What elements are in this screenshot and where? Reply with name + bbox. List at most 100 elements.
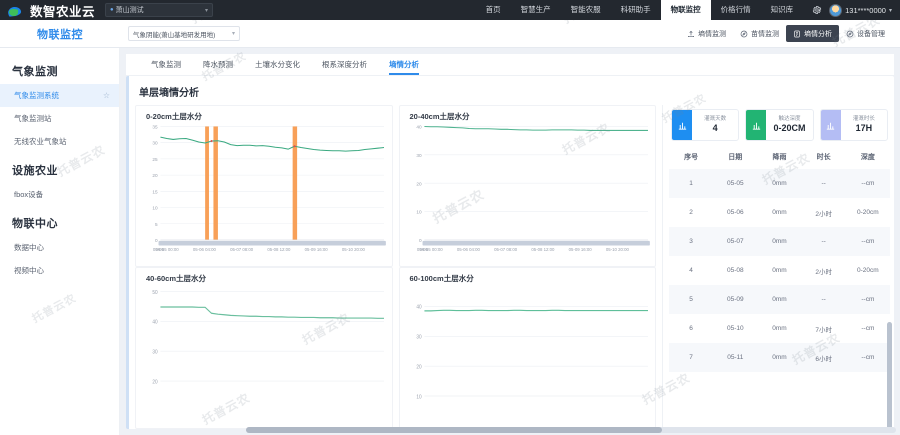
star-icon[interactable]: ☆ (102, 91, 110, 100)
stat-card-value: 0-20CM (773, 122, 806, 133)
sidebar-item-0-2[interactable]: 无线农业气象站 (0, 130, 119, 153)
charts-column: 0-20cm土层水分 0 5 10 15 20 25 30 35 05-05 00:00 05-0… (135, 105, 656, 429)
irrigation-summary-column: 灌溉天数 4 触达深度 0-20CM 灌溉时长 17H 序号 日期 降雨 时长 深度 1 05-05… (662, 105, 892, 432)
svg-text:05-09 16:00: 05-09 16:00 (568, 247, 592, 252)
user-menu[interactable]: 131****0000 ▾ (827, 3, 900, 17)
table-cell-日期: 05-08 (726, 267, 744, 274)
svg-text:05-10 20:00: 05-10 20:00 (342, 247, 366, 252)
toolbar-button-2[interactable]: 墒情分析 (786, 25, 839, 42)
top-nav-item-1[interactable]: 智慧生产 (520, 5, 551, 14)
table-column-header-0: 序号 (684, 154, 699, 161)
svg-text:5: 5 (155, 222, 158, 227)
chart-canvas: 20 30 40 50 (152, 290, 384, 386)
toolbar-button-label: 墒情分析 (804, 30, 832, 38)
tab-0[interactable]: 气象监测 (151, 60, 181, 69)
top-nav-item-0[interactable]: 首页 (485, 5, 501, 14)
top-nav-items: 首页 智慧生产 智能农服 科研助手 物联监控 价格行情 知识库 (476, 0, 804, 20)
stat-cards: 灌溉天数 4 触达深度 0-20CM 灌溉时长 17H (669, 105, 890, 147)
table-row[interactable]: 3 05-07 0mm -- --cm (669, 227, 890, 256)
stat-card-value: 17H (855, 122, 873, 133)
vertical-scrollbar[interactable] (887, 322, 892, 432)
brand: 数智农业云 (0, 1, 95, 20)
tab-1[interactable]: 降水预测 (203, 60, 233, 69)
chart-0-20cm[interactable]: 0-20cm土层水分 0 5 10 15 20 25 30 35 05-05 00:00 05-0… (135, 105, 393, 267)
chart-canvas: 10 20 30 40 (416, 305, 648, 400)
top-nav-item-2[interactable]: 智能农服 (570, 5, 601, 14)
station-select[interactable]: 气象阴能(萧山基地研发用地) ▾ (128, 26, 240, 41)
table-cell-深度: 0-20cm (857, 267, 879, 274)
chart-20-40cm[interactable]: 20-40cm土层水分 0 10 20 30 40 05-05 00:00 05-06 04… (398, 105, 656, 267)
panel-title: 单层墒情分析 (139, 88, 199, 99)
toolbar-button-3[interactable]: 设备管理 (839, 25, 892, 42)
gear-icon[interactable] (807, 0, 827, 20)
table-row[interactable]: 5 05-09 0mm -- --cm (669, 285, 890, 314)
top-nav-item-6[interactable]: 知识库 (770, 5, 794, 14)
sidebar-item-0-0[interactable]: 气象监测系统 ☆ (0, 84, 119, 107)
table-row[interactable]: 1 05-05 0mm -- --cm (669, 169, 890, 198)
table-cell-深度: 0-20cm (857, 209, 879, 216)
table-cell-降雨: 0mm (757, 285, 802, 314)
svg-text:05-10 20:00: 05-10 20:00 (605, 247, 629, 252)
table-cell-时长: -- (801, 285, 846, 314)
svg-text:10: 10 (416, 394, 421, 400)
table-row[interactable]: 2 05-06 0mm 2小时 0-20cm (669, 198, 890, 227)
toolbar-button-1[interactable]: 苗情监测 (733, 25, 786, 42)
horizontal-page-scrollbar[interactable] (246, 427, 896, 433)
chart-row-top: 0-20cm土层水分 0 5 10 15 20 25 30 35 05-05 00:00 05-0… (135, 105, 656, 267)
table-cell-时长: 2小时 (815, 210, 832, 218)
table-cell-时长: 6小时 (801, 343, 846, 372)
chart-60-100cm[interactable]: 60-100cm土层水分 10 20 30 40 (398, 267, 656, 429)
table-cell-序号: 3 (669, 227, 714, 256)
location-pin-icon: ● (110, 7, 114, 13)
chevron-down-icon: ▾ (205, 7, 209, 14)
sidebar-item-0-1[interactable]: 气象监测站 (0, 107, 119, 130)
svg-text:20: 20 (416, 181, 422, 186)
table-column-header-4: 深度 (860, 154, 875, 161)
svg-text:30: 30 (152, 141, 158, 146)
table-column-header-3: 时长 (816, 154, 831, 161)
svg-text:05-07 08:00: 05-07 08:00 (230, 247, 254, 252)
table-cell-降雨: 0mm (772, 209, 787, 216)
svg-text:05-06 04:00: 05-06 04:00 (456, 247, 480, 252)
page-title: 物联监控 (37, 28, 83, 41)
sidebar-item-2-1[interactable]: 视频中心 (0, 259, 119, 282)
table-cell-日期: 05-07 (713, 227, 758, 256)
table-cell-序号: 2 (689, 209, 693, 216)
tab-3[interactable]: 根系深度分析 (322, 60, 367, 69)
table-cell-序号: 6 (689, 325, 693, 332)
sidebar-item-label: 气象监测站 (14, 114, 52, 123)
tab-active-underline (389, 73, 419, 75)
toolbar-button-0[interactable]: 墒情监测 (680, 25, 733, 42)
table-cell-降雨: 0mm (757, 227, 802, 256)
table-cell-日期: 05-06 (726, 209, 744, 216)
top-nav-item-3[interactable]: 科研助手 (620, 5, 651, 14)
module-bar: 物联监控 气象阴能(萧山基地研发用地) ▾ 墒情监测 苗情监测 墒情分析 设备管理 (0, 20, 900, 48)
svg-text:05-07 08:00: 05-07 08:00 (494, 247, 518, 252)
stat-card-0: 灌溉天数 4 (671, 109, 740, 141)
table-header-row: 序号 日期 降雨 时长 深度 (669, 147, 890, 169)
sidebar-item-2-0[interactable]: 数据中心 (0, 236, 119, 259)
history-table: 序号 日期 降雨 时长 深度 1 05-05 0mm -- --cm 2 05-06 0mm 2小时 0-… (669, 147, 890, 372)
tab-4[interactable]: 墒情分析 (378, 59, 430, 75)
site-select[interactable]: ● 萧山测试 ▾ (105, 3, 214, 17)
table-row[interactable]: 4 05-08 0mm 2小时 0-20cm (669, 256, 890, 285)
table-row[interactable]: 6 05-10 0mm 7小时 --cm (669, 314, 890, 343)
avatar (829, 3, 843, 17)
analysis-panel: 单层墒情分析 0-20cm土层水分 0 5 10 15 20 25 30 35 05-05 00… (126, 76, 894, 432)
chart-40-60cm[interactable]: 40-60cm土层水分 20 30 40 50 (135, 267, 393, 429)
svg-text:0: 0 (418, 238, 421, 243)
top-nav-item-4[interactable]: 物联监控 (660, 0, 711, 20)
top-nav-item-5[interactable]: 价格行情 (720, 5, 751, 14)
svg-text:20: 20 (152, 379, 157, 385)
bar-chart-icon (672, 110, 692, 140)
table-cell-深度: --cm (845, 285, 890, 314)
sidebar-item-label: 数据中心 (14, 243, 44, 252)
table-row[interactable]: 7 05-11 0mm 6小时 --cm (669, 343, 890, 372)
table-cell-序号: 4 (689, 267, 693, 274)
svg-text:10: 10 (416, 210, 422, 215)
tab-2[interactable]: 土壤水分变化 (255, 60, 300, 69)
sidebar-item-1-0[interactable]: fbox设备 (0, 183, 119, 206)
stat-card-label: 触达深度 (778, 115, 801, 122)
table-cell-降雨: 0mm (772, 325, 787, 332)
table-cell-序号: 1 (669, 169, 714, 198)
